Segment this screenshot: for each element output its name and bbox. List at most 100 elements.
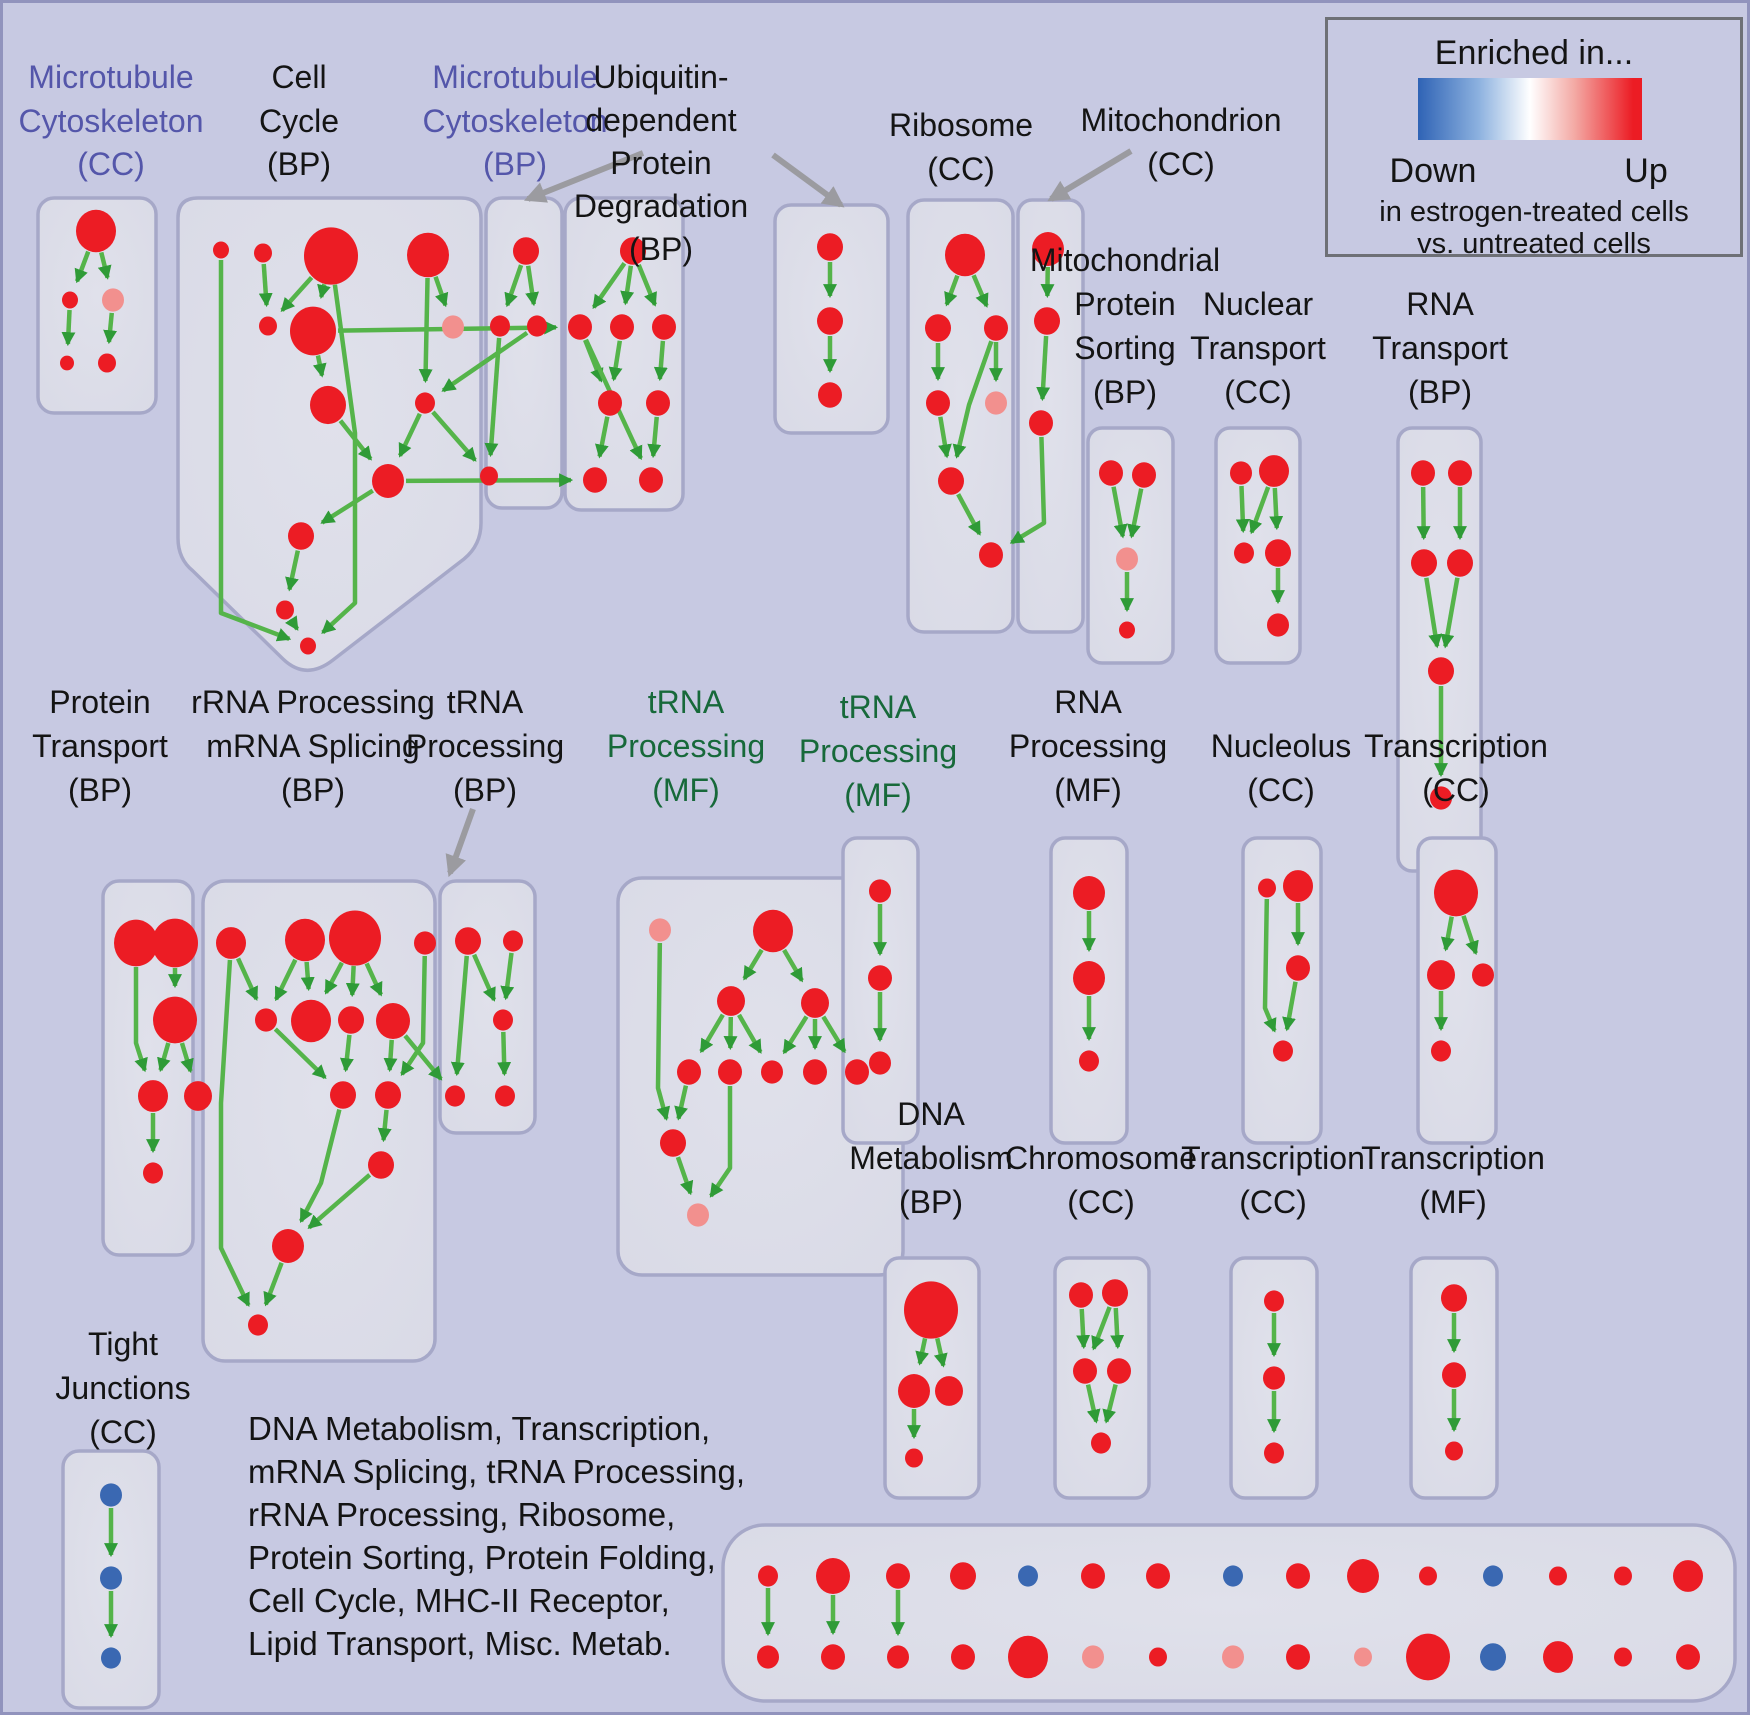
rrna-processing-mrna-splicing-bp-node-0 [216,927,246,959]
strip-bottom-node-10 [1406,1633,1450,1681]
microtubule-cytoskeleton-cc-node-4 [98,353,116,373]
chromosome-cc-edge-1 [1091,1306,1112,1351]
strip-bottom-node-8 [1286,1644,1310,1670]
transcription-cc-mid-box [1416,836,1498,1145]
rrna-processing-mrna-splicing-bp-node-4 [255,1008,277,1032]
trna-processing-mf-small-label-line-2: (MF) [844,777,912,813]
rna-processing-mf-node-2 [1079,1050,1099,1072]
trna-processing-mf-large-edge-8 [655,942,671,1121]
legend-up-label: Up [1624,152,1668,190]
cell-cycle-bp-edge-8 [320,488,374,525]
mitochondrial-protein-sorting-bp-label-line-2: Sorting [1074,330,1175,366]
nuclear-transport-cc-label-line-0: Nuclear [1203,286,1314,322]
ubiquitin-degradation-box-1-node-7 [639,467,663,493]
cell-cycle-bp-label-line-0: Cell [271,59,326,95]
note-block-line-3: Protein Sorting, Protein Folding, [248,1539,716,1576]
trna-processing-mf-small-label-line-1: Processing [799,733,957,769]
cell-cycle-bp-node-5 [290,306,336,356]
trna-processing-mf-large-edge-0 [742,948,764,981]
trna-processing-bp-node-2 [493,1009,513,1031]
cell-cycle-bp-node-11 [276,600,294,620]
ubiquitin-degradation-label-label-line-1: dependent [585,102,736,138]
mitochondrion-label-label-line-0: Mitochondrion [1081,102,1282,138]
strip-top-node-5 [1081,1563,1105,1589]
nucleolus-cc-box [1241,836,1323,1145]
chromosome-cc-node-3 [1107,1358,1131,1384]
protein-transport-bp-node-5 [143,1162,163,1184]
chromosome-cc-label-line-0: Chromosome [1005,1140,1197,1176]
ubiquitin-pointer-left-arrow [523,150,645,203]
microtubule-cytoskeleton-bp-edge-1 [525,265,539,307]
ribosome-cc-edge-6 [956,493,982,536]
note-block-line-0: DNA Metabolism, Transcription, [248,1410,710,1447]
rna-transport-bp-edge-3 [1440,577,1460,649]
microtubule-cytoskeleton-cc-label-line-0: Microtubule [28,59,193,95]
rrna-processing-mrna-splicing-bp-edge-10 [298,1109,342,1224]
mitochondrial-protein-sorting-bp-edge-0 [1111,486,1128,539]
rrna-processing-mrna-splicing-bp-box [201,879,437,1363]
rna-transport-bp-node-1 [1448,460,1472,486]
protein-transport-bp-label-line-1: Transport [32,728,168,764]
trna-processing-mf-large-node-5 [718,1059,742,1085]
layer-nodes [60,209,1703,1681]
mitochondrial-protein-sorting-bp-label-line-3: (BP) [1093,374,1157,410]
note-block-line-4: Cell Cycle, MHC-II Receptor, [248,1582,670,1619]
strip-top-node-13 [1614,1566,1632,1586]
nuclear-transport-cc-node-3 [1265,539,1291,567]
trna-processing-bp-node-1 [503,930,523,952]
strip-top-node-8 [1286,1563,1310,1589]
strip-top-node-14 [1673,1560,1703,1592]
mitochondrion-cc-node-0 [1032,232,1064,266]
protein-transport-bp-node-3 [138,1080,168,1112]
transcription-mf-label-line-0: Transcription [1361,1140,1545,1176]
rrna-processing-mrna-splicing-bp-node-10 [368,1151,394,1179]
trna-processing-mf-large-label-line-0: tRNA [648,684,725,720]
trna-processing-mf-large-edge-7 [821,1015,847,1054]
nuclear-transport-cc-edge-1 [1249,486,1271,535]
note-block-line-5: Lipid Transport, Misc. Metab. [248,1625,672,1662]
dna-metabolism-bp-label-line-2: (BP) [899,1184,963,1220]
strip-top-node-3 [950,1562,976,1590]
ubiquitin-degradation-box-1-edge-4 [608,340,623,382]
rrna-processing-mrna-splicing-bp-edge-13 [218,959,251,1308]
trna-processing-mf-large-edge-10 [675,1156,694,1196]
cell-cycle-bp-edge-1 [280,276,314,312]
transcription-cc-bottom-node-1 [1263,1366,1285,1390]
trna-processing-mf-large-edge-5 [782,1015,809,1055]
protein-transport-bp-edge-3 [179,1042,194,1074]
legend-title: Enriched in... [1434,34,1634,72]
ubiquitin-degradation-box-1-edge-7 [595,416,610,459]
chromosome-cc-box [1053,1256,1151,1500]
cell-cycle-bp-node-2 [304,227,358,285]
nucleolus-cc-label-line-1: (CC) [1247,772,1315,808]
microtubule-cytoskeleton-bp-edge-0 [504,264,524,308]
strip-top-node-12 [1549,1566,1567,1586]
cell-cycle-bp-node-4 [259,316,277,336]
rna-transport-bp-node-4 [1428,657,1454,685]
rrna-processing-mrna-splicing-bp-node-11 [272,1229,304,1263]
trna-processing-mf-large-node-10 [687,1203,709,1227]
nuclear-transport-cc-node-0 [1230,461,1252,485]
trna-processing-mf-large-node-3 [801,988,829,1018]
cell-cycle-bp-node-12 [300,637,316,655]
rrna-processing-mrna-splicing-bp-edge-1 [274,958,298,1002]
strip-bottom-node-7 [1222,1645,1244,1669]
chromosome-cc-edge-4 [1102,1384,1118,1424]
ubiquitin-degradation-label-label-line-0: Ubiquitin- [593,59,728,95]
ubiquitin-degradation-box-1-edge-1 [620,265,635,306]
ribosome-cc-edge-0 [944,274,960,307]
cell-cycle-bp-edge-3 [433,275,449,308]
ubiquitin-degradation-box-1-node-1 [568,314,592,340]
ubiquitin-degradation-box-1-node-6 [583,467,607,493]
strip-top-node-9 [1347,1559,1379,1593]
cell-cycle-bp-edge-9 [285,550,301,592]
strip-bottom-node-9 [1354,1647,1372,1667]
chromosome-cc-node-4 [1091,1432,1111,1454]
chromosome-cc-node-0 [1069,1282,1093,1308]
cross-edge-3 [441,330,529,393]
cell-cycle-bp-label-line-1: Cycle [259,103,339,139]
tight-junctions-cc-label-line-0: Tight [88,1326,158,1362]
strip-top-node-10 [1419,1566,1437,1586]
rrna-processing-mrna-splicing-bp-node-8 [330,1081,356,1109]
strip-bottom-node-14 [1676,1644,1700,1670]
